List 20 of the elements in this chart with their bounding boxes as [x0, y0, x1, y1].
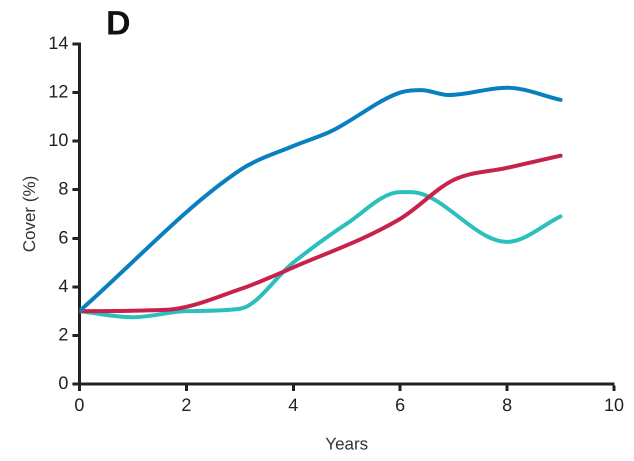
- y-tick-label: 10: [48, 130, 68, 150]
- y-tick-label: 14: [48, 32, 68, 53]
- x-tick-label: 6: [395, 394, 406, 415]
- y-tick-label: 4: [58, 276, 68, 296]
- x-axis-title: Years: [325, 434, 368, 454]
- y-tick-label: 0: [58, 372, 68, 393]
- line-series: [79, 190, 563, 320]
- y-tick-label: 12: [48, 82, 68, 102]
- y-tick-label: 6: [58, 227, 68, 248]
- x-tick-label: 0: [74, 394, 84, 415]
- y-tick-label: 2: [58, 324, 68, 344]
- x-tick-label: 10: [604, 394, 624, 415]
- line-series: [79, 86, 563, 314]
- y-tick-label: 8: [58, 178, 68, 199]
- line-series: [79, 154, 563, 314]
- x-tick-label: 8: [502, 394, 512, 415]
- x-tick-label: 2: [181, 394, 192, 415]
- x-tick-label: 4: [288, 394, 298, 415]
- text: D: [106, 4, 131, 42]
- y-axis-title: Cover (%): [20, 176, 39, 252]
